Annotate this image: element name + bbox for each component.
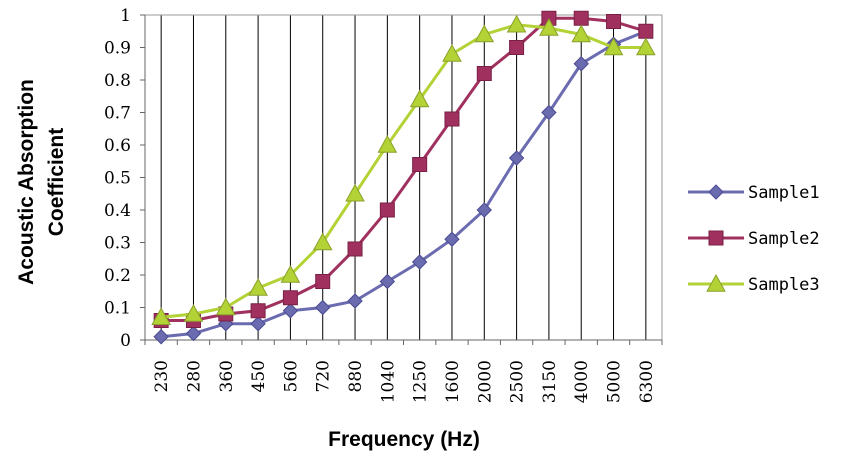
x-tick-label: 2000	[475, 360, 495, 403]
legend-item-sample1: Sample1	[688, 183, 820, 203]
series-sample1	[153, 23, 654, 345]
y-axis-title-line1: Acoustic Absorption	[15, 79, 38, 285]
legend-item-sample3: Sample3	[688, 273, 820, 295]
grid	[160, 15, 647, 340]
series-sample2	[153, 10, 654, 328]
series-sample2-point	[509, 40, 525, 55]
x-tick-label: 280	[184, 360, 204, 392]
x-tick-label: 3150	[540, 360, 560, 403]
y-tick-label: 0.5	[104, 169, 131, 189]
y-tick-label: 0.6	[104, 136, 131, 156]
legend-item-sample1-swatch-marker	[708, 184, 724, 200]
legend-item-sample3-swatch-marker	[706, 273, 726, 292]
legend-item-sample1-label: Sample1	[748, 183, 820, 203]
series-group	[151, 10, 656, 345]
legend-item-sample3-label: Sample3	[748, 275, 820, 295]
series-sample3-point	[377, 134, 398, 153]
series-sample3-point	[248, 277, 268, 296]
y-tick-label: 0.8	[104, 71, 131, 91]
series-sample3-point	[183, 303, 204, 322]
legend-item-sample2-swatch-marker	[708, 230, 724, 246]
series-sample2-point	[379, 202, 395, 218]
x-tick-label: 5000	[605, 360, 625, 403]
x-axis-title: Frequency (Hz)	[328, 428, 480, 451]
x-tick-label: 880	[346, 360, 366, 392]
series-sample3-point	[312, 232, 333, 251]
series-sample2-point	[282, 290, 298, 306]
series-sample3-point	[215, 297, 236, 316]
series-sample1-point	[411, 254, 428, 270]
series-sample2-line	[161, 16, 647, 322]
series-sample3-line	[161, 23, 646, 319]
series-sample3-point	[539, 17, 559, 36]
x-tick-label: 230	[152, 360, 172, 392]
y-tick-labels: 0 0.1 0.2 0.3 0.4 0.5 0.6 0.7 0.8 0.9 1	[104, 6, 131, 351]
y-tick-label: 0.4	[104, 201, 131, 221]
x-tick-label: 1600	[443, 360, 463, 403]
x-tick-label: 1250	[411, 360, 431, 403]
series-sample1-point	[444, 231, 460, 247]
series-sample3	[151, 14, 656, 325]
y-tick-label: 0.1	[104, 299, 131, 319]
legend-item-sample2-label: Sample2	[748, 229, 820, 249]
series-sample2-point	[638, 23, 654, 39]
series-sample2-point	[347, 241, 363, 257]
series-sample3-point	[151, 307, 172, 325]
series-sample2-point	[250, 303, 266, 319]
x-tick-label: 560	[281, 360, 301, 392]
axes	[140, 14, 663, 345]
series-sample1-point	[573, 56, 589, 72]
series-sample2-point	[606, 14, 622, 29]
series-sample1-point	[153, 329, 169, 345]
series-sample1-point	[315, 299, 331, 316]
series-sample1-point	[541, 104, 557, 121]
y-tick-label: 0.7	[104, 104, 131, 124]
series-sample3-point	[474, 24, 495, 43]
y-tick-label: 0	[120, 331, 131, 351]
y-tick-label: 0.9	[104, 39, 131, 59]
series-sample2-point	[476, 66, 492, 81]
y-tick-label: 0.2	[104, 266, 131, 286]
series-sample1-line	[161, 29, 647, 339]
legend: Sample1 Sample2 Sample3	[688, 183, 820, 295]
series-sample1-point	[476, 202, 492, 218]
series-sample2-point	[444, 111, 460, 127]
series-sample3-point	[635, 37, 656, 56]
y-tick-label: 1	[120, 6, 131, 26]
x-tick-label: 2500	[508, 360, 528, 403]
series-sample3-point	[409, 89, 430, 108]
series-sample1-point	[508, 150, 525, 166]
series-sample1-point	[282, 303, 299, 319]
x-tick-label: 1040	[378, 360, 398, 403]
x-tick-label: 450	[249, 360, 269, 392]
series-sample1-point	[379, 273, 396, 290]
x-tick-label: 720	[314, 360, 334, 392]
x-tick-labels: 230 280 360 450 560 720 880 1040 1250 1600 2000 250…	[152, 360, 657, 403]
series-sample1-point	[185, 325, 202, 342]
series-sample2-point	[315, 274, 331, 289]
legend-item-sample2: Sample2	[688, 229, 820, 249]
series-sample1-point	[250, 316, 266, 332]
x-tick-label: 4000	[572, 360, 592, 403]
series-sample3-point	[571, 24, 592, 43]
y-tick-label: 0.3	[104, 234, 131, 254]
series-sample2-point	[412, 157, 428, 172]
series-sample1-point	[347, 293, 363, 309]
series-sample2-point	[573, 10, 589, 26]
x-tick-label: 6300	[637, 360, 657, 403]
series-sample3-point	[345, 183, 365, 202]
y-axis-title-line2: Coefficient	[45, 128, 68, 237]
series-sample3-point	[442, 43, 462, 62]
series-sample3-point	[603, 37, 624, 56]
series-sample3-point	[506, 14, 527, 33]
series-sample3-point	[280, 264, 301, 283]
x-tick-label: 360	[217, 360, 237, 392]
